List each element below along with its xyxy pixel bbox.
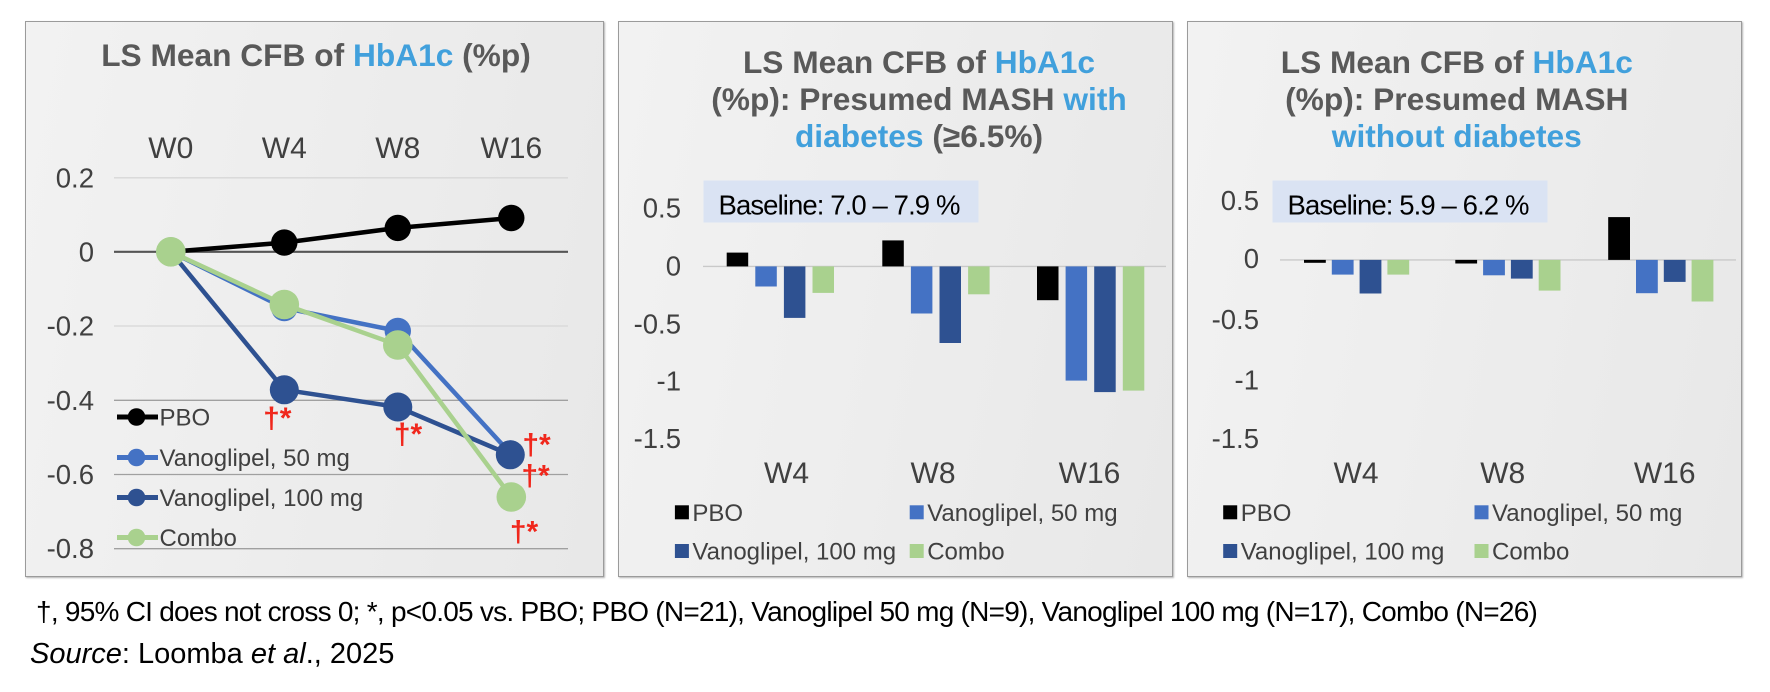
svg-text:Vanoglipel, 100 mg: Vanoglipel, 100 mg [1241,539,1445,566]
svg-text:W8: W8 [375,132,420,165]
svg-text:Combo: Combo [927,539,1004,566]
svg-text:diabetes (≥6.5%): diabetes (≥6.5%) [794,118,1042,154]
svg-text:†*: †* [522,429,551,462]
svg-text:PBO: PBO [160,405,211,432]
svg-text:-0.2: -0.2 [47,311,94,342]
svg-text:Baseline: 5.9 – 6.2 %: Baseline: 5.9 – 6.2 % [1288,190,1529,221]
svg-text:W4: W4 [764,457,809,490]
svg-text:W8: W8 [1480,457,1525,490]
svg-text:0: 0 [79,236,94,267]
svg-text:Baseline: 7.0 – 7.9 %: Baseline: 7.0 – 7.9 % [718,190,959,221]
svg-text:0: 0 [665,251,680,282]
svg-text:W16: W16 [1058,457,1120,490]
svg-text:Vanoglipel, 100 mg: Vanoglipel, 100 mg [692,539,896,566]
svg-text:-0.5: -0.5 [633,308,680,339]
svg-text:0.5: 0.5 [642,193,680,224]
svg-text:0.5: 0.5 [1221,185,1259,216]
svg-text:-1: -1 [1235,365,1259,396]
svg-text:LS Mean CFB of HbA1c: LS Mean CFB of HbA1c [1281,44,1633,80]
svg-text:LS Mean CFB of HbA1c: LS Mean CFB of HbA1c [742,44,1094,80]
svg-text:-0.8: -0.8 [47,533,94,564]
svg-text:0.2: 0.2 [56,162,94,193]
svg-text:-0.4: -0.4 [47,385,94,416]
svg-text:†*: †* [510,516,539,549]
svg-text:W16: W16 [480,132,542,165]
svg-text:Vanoglipel, 50 mg: Vanoglipel, 50 mg [1492,500,1682,527]
svg-text:PBO: PBO [692,500,743,527]
svg-text:Combo: Combo [160,525,237,552]
svg-text:-0.5: -0.5 [1212,304,1259,335]
svg-text:PBO: PBO [1241,500,1292,527]
svg-text:†*: †* [263,402,292,435]
svg-text:(%p): Presumed MASH: (%p): Presumed MASH [1285,81,1628,117]
svg-text:W4: W4 [262,132,307,165]
svg-text:W4: W4 [1334,457,1379,490]
svg-text:Vanoglipel, 100 mg: Vanoglipel, 100 mg [160,485,364,512]
svg-text:-1.5: -1.5 [1212,423,1259,454]
svg-text:Vanoglipel, 50 mg: Vanoglipel, 50 mg [927,500,1117,527]
svg-text:without diabetes: without diabetes [1331,118,1582,154]
svg-text:Vanoglipel, 50 mg: Vanoglipel, 50 mg [160,445,350,472]
svg-text:†*: †* [521,460,550,493]
svg-text:W0: W0 [148,132,193,165]
svg-text:LS Mean CFB of HbA1c (%p): LS Mean CFB of HbA1c (%p) [101,37,531,73]
svg-text:-1: -1 [656,366,680,397]
svg-text:Combo: Combo [1492,539,1569,566]
svg-text:0: 0 [1244,243,1259,274]
svg-text:-1.5: -1.5 [633,423,680,454]
svg-text:†*: †* [394,418,423,451]
svg-text:W16: W16 [1634,457,1696,490]
svg-text:W8: W8 [910,457,955,490]
svg-text:(%p): Presumed MASH with: (%p): Presumed MASH with [711,81,1127,117]
svg-text:-0.6: -0.6 [47,459,94,490]
